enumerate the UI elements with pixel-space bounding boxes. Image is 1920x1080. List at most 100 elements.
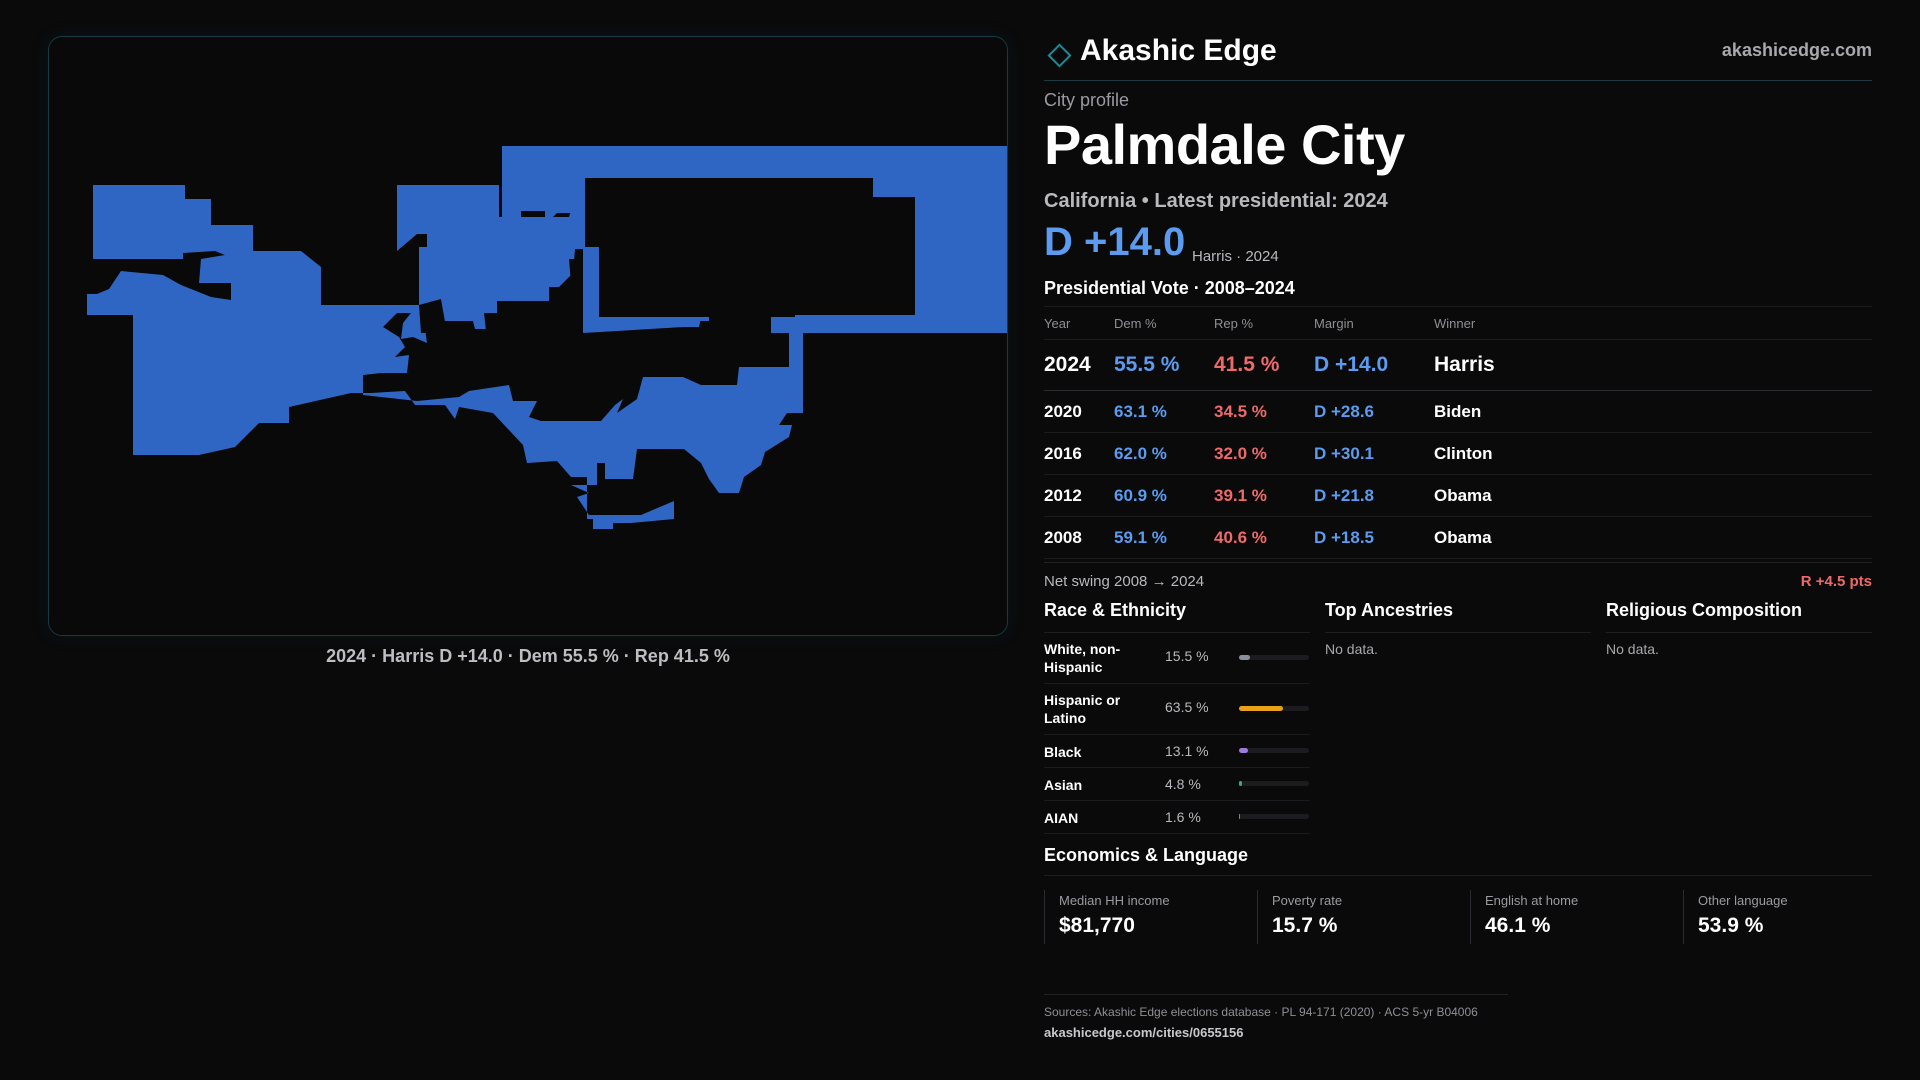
table-row: 2016 62.0 % 32.0 % D +30.1 Clinton [1044, 432, 1872, 475]
net-swing-value: R +4.5 pts [1800, 573, 1872, 590]
net-swing-label: Net swing 2008 → 2024 [1044, 573, 1205, 590]
cell-dem: 59.1 % [1114, 516, 1214, 559]
econ-other-language: Other language 53.9 % [1683, 890, 1883, 944]
city-boundary-map [53, 146, 1007, 529]
race-bar-fill [1239, 655, 1250, 660]
vote-section-title: Presidential Vote · 2008–2024 [1044, 278, 1295, 298]
city-boundary-hole [585, 178, 915, 317]
race-label: Black [1044, 744, 1082, 760]
cell-winner: Obama [1434, 474, 1872, 517]
header-year: Year [1044, 306, 1114, 340]
cell-winner: Biden [1434, 390, 1872, 433]
race-row-asian: Asian 4.8 % [1044, 768, 1310, 801]
city-boundary-hole [53, 333, 133, 373]
brand-site-link[interactable]: akashicedge.com [1721, 40, 1872, 60]
econ-value: 46.1 % [1485, 914, 1551, 937]
table-row: 2012 60.9 % 39.1 % D +21.8 Obama [1044, 474, 1872, 517]
race-row-hispanic: Hispanic or Latino 63.5 % [1044, 684, 1310, 735]
cell-margin: D +21.8 [1314, 474, 1434, 517]
header-rep: Rep % [1214, 306, 1314, 340]
race-section: Race & Ethnicity White, non-Hispanic 15.… [1044, 600, 1310, 834]
ancestries-title: Top Ancestries [1325, 600, 1591, 633]
economics-title: Economics & Language [1044, 845, 1872, 876]
cell-dem: 62.0 % [1114, 432, 1214, 475]
race-bar-track [1239, 814, 1309, 819]
table-row: 2020 63.1 % 34.5 % D +28.6 Biden [1044, 390, 1872, 433]
econ-median-income: Median HH income $81,770 [1044, 890, 1244, 944]
cell-year: 2020 [1044, 390, 1114, 433]
race-bar-fill [1239, 781, 1243, 786]
race-label: Hispanic or Latino [1044, 692, 1121, 726]
city-boundary-notch [321, 275, 353, 305]
cell-margin: D +14.0 [1314, 339, 1434, 391]
race-bar-track [1239, 748, 1309, 753]
cell-rep: 40.6 % [1214, 516, 1314, 559]
sources-url-link[interactable]: akashicedge.com/cities/0655156 [1044, 1025, 1244, 1040]
cell-rep: 34.5 % [1214, 390, 1314, 433]
race-bar-fill [1239, 706, 1284, 711]
city-profile-panel: Akashic Edge akashicedge.com City profil… [1044, 0, 1872, 1080]
religion-empty: No data. [1606, 641, 1659, 657]
race-label: AIAN [1044, 810, 1079, 826]
race-label: White, non-Hispanic [1044, 641, 1121, 675]
table-row: 2024 55.5 % 41.5 % D +14.0 Harris [1044, 339, 1872, 391]
vote-table-header: Year Dem % Rep % Margin Winner [1044, 306, 1872, 340]
cell-margin: D +18.5 [1314, 516, 1434, 559]
page-title: Palmdale City [1044, 113, 1405, 176]
sources-line: Sources: Akashic Edge elections database… [1044, 1005, 1478, 1019]
brand-name: Akashic Edge [1080, 34, 1277, 67]
profile-kicker: City profile [1044, 90, 1130, 110]
diamond-icon [1047, 43, 1072, 68]
race-row-aian: AIAN 1.6 % [1044, 801, 1310, 834]
latest-margin-meta: Harris · 2024 [1192, 248, 1279, 265]
cell-year: 2008 [1044, 516, 1114, 559]
cell-rep: 32.0 % [1214, 432, 1314, 475]
religion-section: Religious Composition No data. [1606, 600, 1872, 657]
cell-dem: 60.9 % [1114, 474, 1214, 517]
header-margin: Margin [1314, 306, 1434, 340]
religion-title: Religious Composition [1606, 600, 1872, 633]
race-bar-track [1239, 781, 1309, 786]
brand-header: Akashic Edge akashicedge.com [1044, 32, 1872, 81]
econ-poverty-rate: Poverty rate 15.7 % [1257, 890, 1457, 944]
race-bar-fill [1239, 748, 1249, 753]
cell-winner: Obama [1434, 516, 1872, 559]
city-boundary-notch [569, 259, 583, 283]
header-dem: Dem % [1114, 306, 1214, 340]
cell-year: 2012 [1044, 474, 1114, 517]
net-swing-row: Net swing 2008 → 2024 R +4.5 pts [1044, 562, 1872, 597]
ancestries-empty: No data. [1325, 641, 1378, 657]
race-row-black: Black 13.1 % [1044, 735, 1310, 768]
header-winner: Winner [1434, 306, 1872, 340]
race-bar-track [1239, 706, 1309, 711]
econ-label: Median HH income [1059, 893, 1170, 908]
vote-table: Year Dem % Rep % Margin Winner 2024 55.5… [1044, 306, 1872, 559]
city-map[interactable] [48, 36, 1008, 636]
race-label: Asian [1044, 777, 1083, 793]
race-bar-track [1239, 655, 1309, 660]
cell-year: 2024 [1044, 339, 1114, 391]
race-row-white: White, non-Hispanic 15.5 % [1044, 633, 1310, 684]
ancestries-section: Top Ancestries No data. [1325, 600, 1591, 657]
cell-rep: 39.1 % [1214, 474, 1314, 517]
profile-subtitle: California • Latest presidential: 2024 [1044, 190, 1388, 212]
table-row: 2008 59.1 % 40.6 % D +18.5 Obama [1044, 516, 1872, 559]
race-pct: 63.5 % [1165, 699, 1209, 715]
city-boundary-notch [419, 299, 447, 333]
econ-label: Other language [1698, 893, 1788, 908]
race-pct: 4.8 % [1165, 776, 1201, 792]
cell-margin: D +28.6 [1314, 390, 1434, 433]
race-pct: 15.5 % [1165, 648, 1209, 664]
race-section-title: Race & Ethnicity [1044, 600, 1310, 633]
cell-dem: 63.1 % [1114, 390, 1214, 433]
sources-footer: Sources: Akashic Edge elections database… [1044, 994, 1508, 1040]
cell-year: 2016 [1044, 432, 1114, 475]
cell-rep: 41.5 % [1214, 339, 1314, 391]
cell-margin: D +30.1 [1314, 432, 1434, 475]
cell-winner: Harris [1434, 339, 1872, 391]
econ-value: 53.9 % [1698, 914, 1764, 937]
econ-english-at-home: English at home 46.1 % [1470, 890, 1670, 944]
map-caption: 2024 · Harris D +14.0 · Dem 55.5 % · Rep… [326, 646, 730, 666]
cell-dem: 55.5 % [1114, 339, 1214, 391]
econ-label: Poverty rate [1272, 893, 1343, 908]
